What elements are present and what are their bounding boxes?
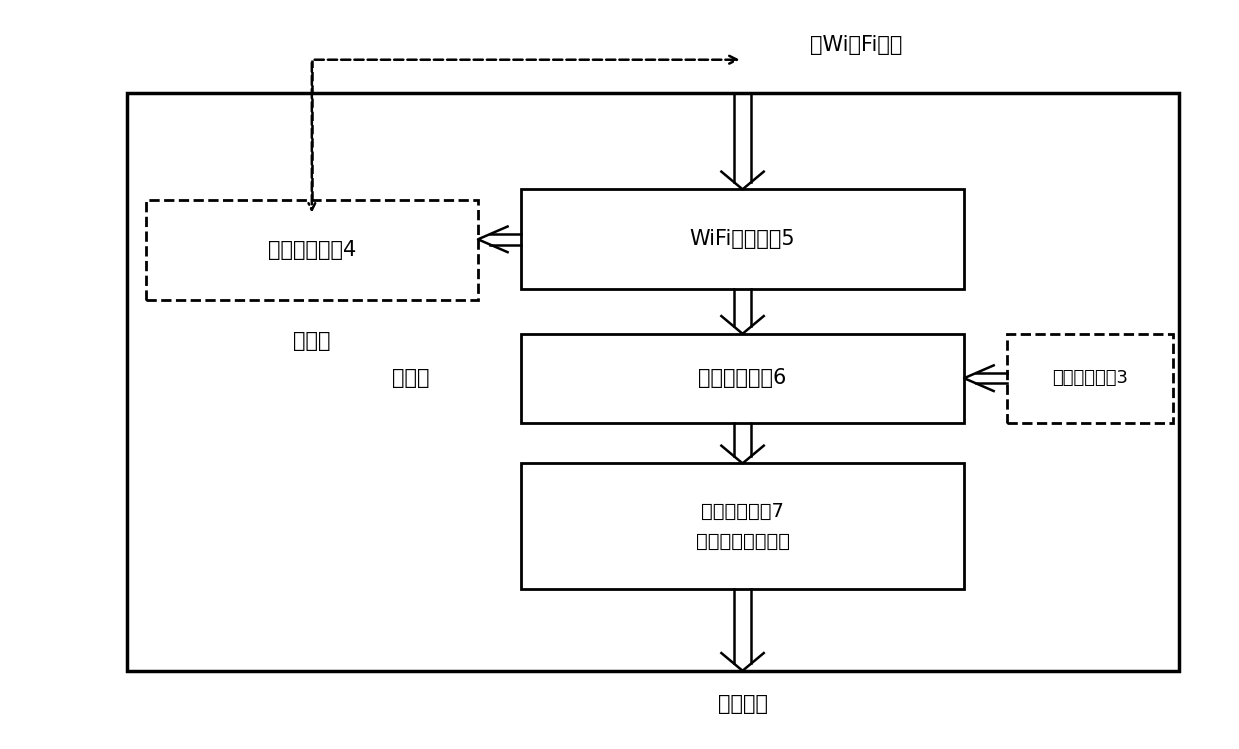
Text: 外机通讯模块7
（增加升级指令）: 外机通讯模块7 （增加升级指令） <box>695 502 789 551</box>
Bar <box>522 334 964 422</box>
Text: 应用区: 应用区 <box>392 369 429 388</box>
Text: 引导区: 引导区 <box>294 331 331 351</box>
Text: 升级引导模块4: 升级引导模块4 <box>268 240 356 261</box>
Text: 控制程序模块6: 控制程序模块6 <box>699 369 787 388</box>
Bar <box>128 93 1180 671</box>
Text: 到室外机: 到室外机 <box>717 694 768 714</box>
Text: WiFi通讯模块5: WiFi通讯模块5 <box>690 229 795 249</box>
Text: 到Wi－Fi模组: 到Wi－Fi模组 <box>810 35 903 55</box>
Bar <box>522 464 964 589</box>
Text: 外机参数文件3: 外机参数文件3 <box>1052 369 1129 387</box>
Bar <box>146 201 478 300</box>
Bar <box>522 189 964 289</box>
Bar <box>1007 334 1173 422</box>
